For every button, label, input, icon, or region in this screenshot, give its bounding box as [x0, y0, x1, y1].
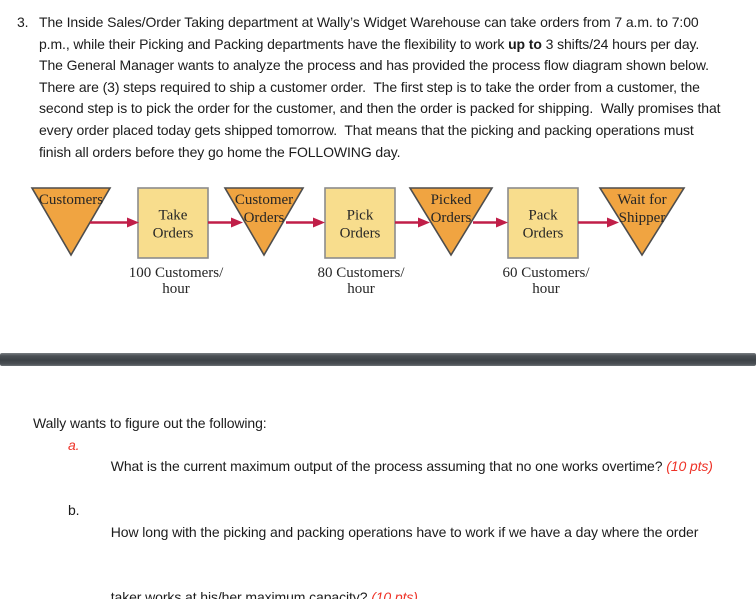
process-box-take-orders — [137, 187, 209, 259]
triangle-label-customer-orders-1: Customer — [235, 192, 293, 208]
question-text: What is the current maximum output of th… — [110, 458, 667, 475]
flow-arrow-head — [418, 217, 430, 228]
box-label-pick-orders-1: Pick — [347, 208, 374, 224]
flow-arrow-head — [231, 217, 243, 228]
capacity-label-pack-orders-2: hour — [532, 281, 560, 297]
problem-line: every order placed today gets shipped to… — [39, 121, 694, 138]
question-marker-b: b. — [68, 501, 80, 518]
capacity-label-pick-orders-2: hour — [347, 281, 375, 297]
flow-arrow-1 — [90, 217, 139, 228]
problem-line: finish all orders before they go home th… — [39, 143, 401, 160]
problem-statement: 3. The Inside Sales/Order Taking departm… — [17, 12, 749, 163]
triangle-label-customers: Customers — [39, 192, 103, 208]
question-points: (10 pts) — [371, 588, 418, 599]
problem-line: second step is to pick the order for the… — [39, 100, 721, 117]
problem-line: The Inside Sales/Order Taking department… — [39, 14, 699, 30]
box-label-take-orders-2: Orders — [153, 226, 194, 242]
box-label-pack-orders-2: Orders — [523, 226, 564, 242]
problem-number: 3. — [17, 14, 29, 30]
problem-line-segment: 3 shifts/24 hours per day. — [541, 35, 700, 52]
problem-line-bold-segment: up to — [508, 35, 542, 52]
question-text: taker works at his/her maximum capacity? — [110, 588, 372, 599]
flow-arrow-5 — [473, 217, 508, 228]
question-item-b-continued: taker works at his/her maximum capacity?… — [33, 565, 749, 599]
process-flow-diagram: Customers Customer Orders Picked Orders … — [30, 187, 686, 297]
question-item-b: b. How long with the picking and packing … — [33, 500, 749, 565]
problem-line: p.m., while their Picking and Packing de… — [39, 34, 749, 56]
problem-line: There are (3) steps required to ship a c… — [39, 78, 700, 95]
problem-line-segment: p.m., while their Picking and Packing de… — [39, 35, 509, 52]
box-label-pack-orders-1: Pack — [528, 208, 558, 224]
process-box-pick-orders — [324, 187, 396, 259]
question-text: How long with the picking and packing op… — [110, 523, 699, 540]
section-divider — [0, 353, 756, 366]
box-label-pick-orders-2: Orders — [340, 226, 381, 242]
questions-intro: Wally wants to figure out the following: — [33, 415, 267, 431]
flow-arrow-2 — [208, 217, 243, 228]
inventory-triangle-picked-orders — [408, 187, 494, 257]
question-marker-a: a. — [68, 436, 80, 453]
triangle-label-wait-for-shipper-2: Shipper — [619, 210, 666, 226]
flow-arrow-4 — [395, 217, 430, 228]
triangle-label-wait-for-shipper-1: Wait for — [617, 192, 666, 208]
inventory-triangle-customer-orders — [223, 187, 305, 257]
flow-arrow-head — [127, 217, 139, 228]
triangle-label-picked-orders-1: Picked — [431, 192, 472, 208]
problem-text: The Inside Sales/Order Taking department… — [39, 12, 749, 163]
triangle-label-picked-orders-2: Orders — [431, 210, 472, 226]
flow-arrow-6 — [578, 217, 619, 228]
capacity-label-take-orders-1: 100 Customers/ — [129, 265, 224, 281]
flow-arrow-head — [313, 217, 325, 228]
flow-arrow-head — [496, 217, 508, 228]
inventory-triangle-wait-for-shipper — [598, 187, 686, 257]
capacity-label-pack-orders-1: 60 Customers/ — [502, 265, 590, 281]
questions-section: Wally wants to figure out the following:… — [33, 413, 749, 599]
capacity-label-pick-orders-1: 80 Customers/ — [317, 265, 405, 281]
problem-line: The General Manager wants to analyze the… — [39, 57, 709, 74]
capacity-label-take-orders-2: hour — [162, 281, 190, 297]
question-item-a: a. What is the current maximum output of … — [33, 435, 749, 500]
box-label-take-orders-1: Take — [159, 208, 188, 224]
flow-arrow-head — [607, 217, 619, 228]
triangle-label-customer-orders-2: Orders — [244, 210, 285, 226]
flow-arrow-3 — [286, 217, 325, 228]
question-points: (10 pts) — [666, 458, 713, 475]
